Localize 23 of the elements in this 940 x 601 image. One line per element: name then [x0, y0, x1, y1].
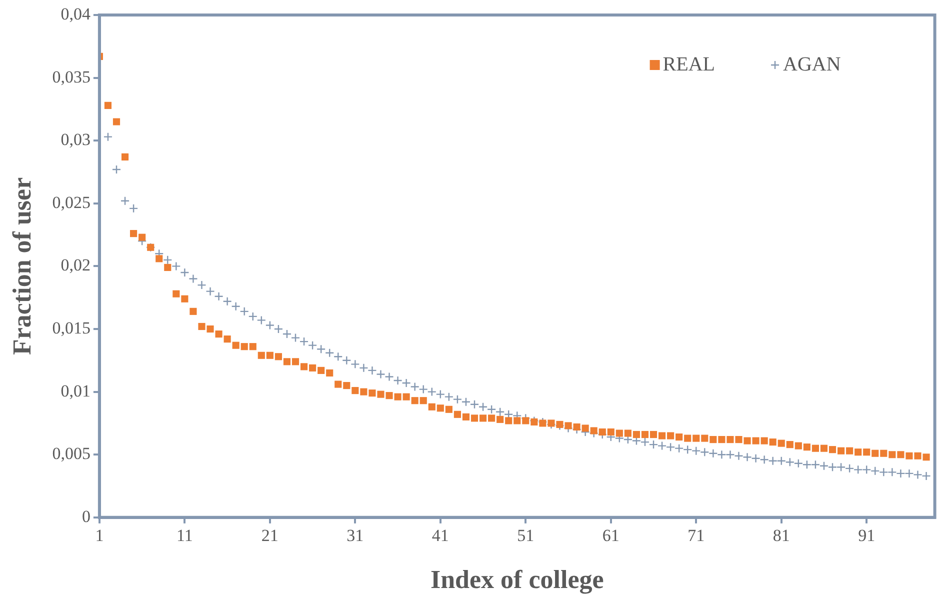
x-tick-label: 81 — [772, 526, 790, 546]
x-tick-label: 11 — [176, 526, 193, 546]
x-tick-label: 1 — [95, 526, 104, 546]
y-tick-label: 0,035 — [52, 67, 90, 86]
y-tick-label: 0 — [82, 506, 90, 526]
x-tick-label: 71 — [688, 526, 705, 546]
y-tick-label: 0,04 — [60, 4, 91, 24]
y-tick-label: 0,02 — [60, 256, 90, 275]
x-tick-label: 21 — [261, 526, 278, 546]
x-tick-label: 61 — [602, 526, 620, 546]
legend-label: AGAN — [783, 53, 841, 76]
y-tick-label: 0,015 — [52, 318, 90, 338]
y-tick-label: 0,03 — [60, 130, 90, 150]
legend-label: REAL — [662, 53, 716, 76]
x-tick-label: 51 — [517, 526, 534, 546]
x-tick-label: 31 — [346, 526, 364, 546]
x-axis-title: Index of college — [430, 565, 604, 594]
y-axis-title: Fraction of user — [7, 177, 36, 356]
y-tick-label: 0,01 — [60, 381, 90, 400]
y-tick-label: 0,025 — [52, 192, 90, 212]
y-tick-label: 0,005 — [52, 444, 90, 464]
x-tick-label: 91 — [858, 526, 876, 546]
x-tick-label: 41 — [432, 526, 449, 546]
